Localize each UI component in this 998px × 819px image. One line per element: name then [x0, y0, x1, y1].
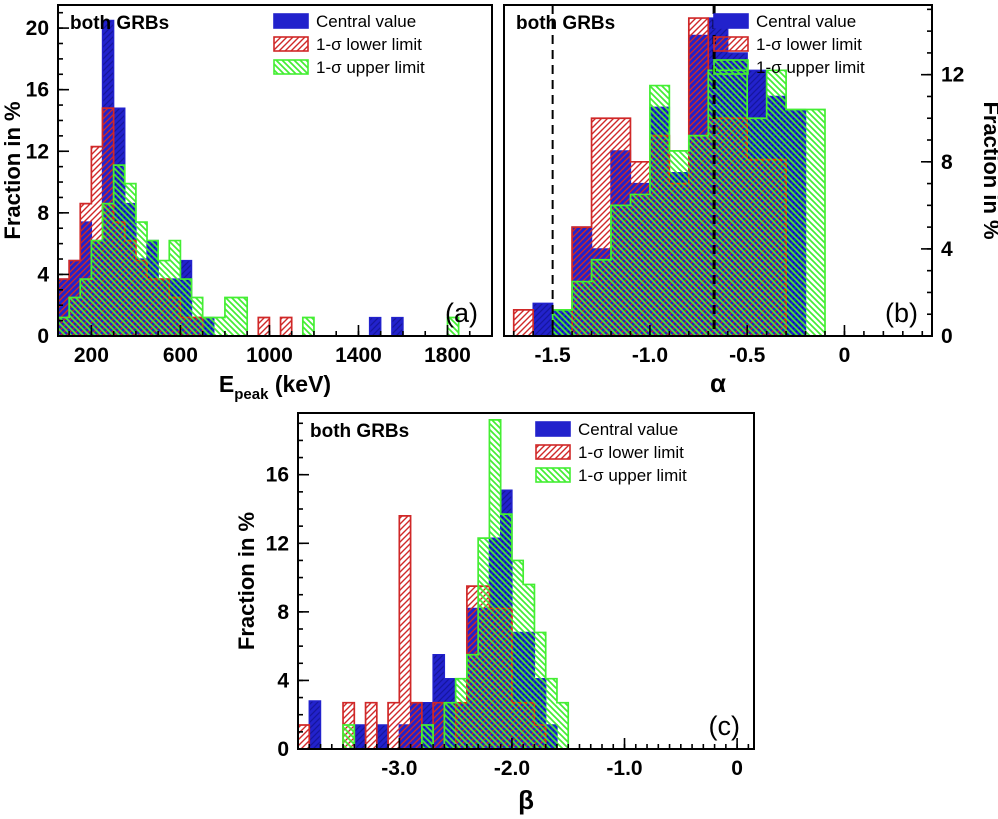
plot-border	[57, 4, 493, 337]
legend-label-lower: 1-σ lower limit	[316, 35, 422, 54]
legend-label-central: Central value	[316, 12, 416, 31]
beta-histogram-chart: -3.0 -2.0 -1.0 0 0 4 8 12 16 β Fraction in % both G…	[234, 412, 755, 815]
y-axis-label: Fraction in %	[0, 101, 25, 239]
y-tick-label: 0	[37, 325, 49, 348]
x-tick-label: 1400	[335, 344, 382, 367]
y-axis-label: Fraction in %	[234, 512, 259, 650]
x-tick-label: 0	[731, 757, 743, 780]
y-tick-label: 4	[941, 238, 953, 261]
corner-label: (a)	[445, 298, 478, 328]
x-tick-label: 200	[74, 344, 109, 367]
alpha-histogram-chart: -1.5 -1.0 -0.5 0 0 4 8 12 α Fraction in % both GRB…	[503, 4, 998, 398]
legend-swatch-upper	[535, 467, 571, 483]
legend-label-lower: 1-σ lower limit	[756, 35, 862, 54]
legend-swatch-central	[273, 13, 309, 29]
x-axis-label: β	[518, 785, 534, 815]
legend: Central value 1-σ lower limit 1-σ upper li…	[713, 12, 865, 77]
legend-swatch-upper	[713, 59, 749, 75]
series-lower	[298, 515, 738, 749]
panel-alpha: -1.5 -1.0 -0.5 0 0 4 8 12 α Fraction in % both GRB…	[498, 0, 998, 402]
x-tick-label: -3.0	[381, 757, 417, 780]
plot-area-c	[298, 419, 738, 749]
series-upper	[58, 164, 492, 336]
epeak-histogram-chart: 200 600 1000 1400 1800 0 4 8 12 16 20 Epeak (keV) Fr…	[0, 4, 493, 402]
y-tick-label: 8	[37, 202, 49, 225]
x-tick-label: -2.0	[494, 757, 530, 780]
x-axis-label: α	[710, 368, 726, 398]
y-tick-label: 16	[26, 79, 49, 102]
y-tick-label: 4	[277, 669, 289, 692]
x-axis-label: Epeak (keV)	[219, 371, 331, 402]
corner-label: (b)	[885, 298, 918, 328]
y-tick-label: 20	[26, 17, 49, 40]
legend-label-central: Central value	[756, 12, 856, 31]
y-tick-label: 0	[941, 325, 953, 348]
y-axis-label: Fraction in %	[979, 101, 998, 239]
plot-area-b	[512, 17, 923, 336]
y-tick-label: 12	[941, 64, 964, 87]
legend-swatch-upper	[273, 59, 309, 75]
series-upper	[513, 69, 923, 336]
plot-border	[503, 4, 933, 337]
legend: Central value 1-σ lower limit 1-σ upper li…	[535, 420, 687, 485]
y-tick-label: 4	[37, 263, 49, 286]
legend-swatch-lower	[535, 444, 571, 460]
y-tick-label: 0	[277, 738, 289, 761]
legend-swatch-central	[713, 13, 749, 29]
x-tick-label: 0	[839, 344, 851, 367]
x-tick-label: 1800	[424, 344, 471, 367]
panel-title: both GRBs	[310, 421, 409, 442]
legend-swatch-central	[535, 421, 571, 437]
legend-label-lower: 1-σ lower limit	[578, 443, 684, 462]
corner-label: (c)	[709, 711, 740, 741]
x-tick-label: -1.0	[606, 757, 642, 780]
y-tick-label: 16	[266, 464, 289, 487]
panel-beta: -3.0 -2.0 -1.0 0 0 4 8 12 16 β Fraction in % both G…	[234, 408, 764, 819]
y-tick-label: 8	[941, 151, 953, 174]
y-tick-label: 12	[266, 532, 289, 555]
legend-label-central: Central value	[578, 420, 678, 439]
legend: Central value 1-σ lower limit 1-σ upper li…	[273, 12, 425, 77]
legend-swatch-lower	[713, 36, 749, 52]
x-tick-label: 600	[163, 344, 198, 367]
axis-ticks	[512, 8, 932, 337]
axis-ticks	[58, 11, 493, 337]
legend-label-upper: 1-σ upper limit	[756, 58, 865, 77]
plot-border	[297, 412, 755, 750]
series-upper	[298, 419, 738, 749]
legend-label-upper: 1-σ upper limit	[316, 58, 425, 77]
panel-title: both GRBs	[516, 13, 615, 34]
panel-epeak: 200 600 1000 1400 1800 0 4 8 12 16 20 Epeak (keV) Fr…	[0, 0, 498, 402]
y-tick-label: 8	[277, 601, 289, 624]
y-tick-label: 12	[26, 140, 49, 163]
x-tick-label: 1000	[246, 344, 293, 367]
x-tick-label: -1.5	[535, 344, 572, 367]
panel-title: both GRBs	[70, 13, 169, 34]
legend-label-upper: 1-σ upper limit	[578, 466, 687, 485]
legend-swatch-lower	[273, 36, 309, 52]
x-tick-label: -1.0	[632, 344, 668, 367]
axis-ticks	[297, 422, 750, 750]
plot-area-a	[58, 19, 492, 336]
x-tick-label: -0.5	[729, 344, 766, 367]
